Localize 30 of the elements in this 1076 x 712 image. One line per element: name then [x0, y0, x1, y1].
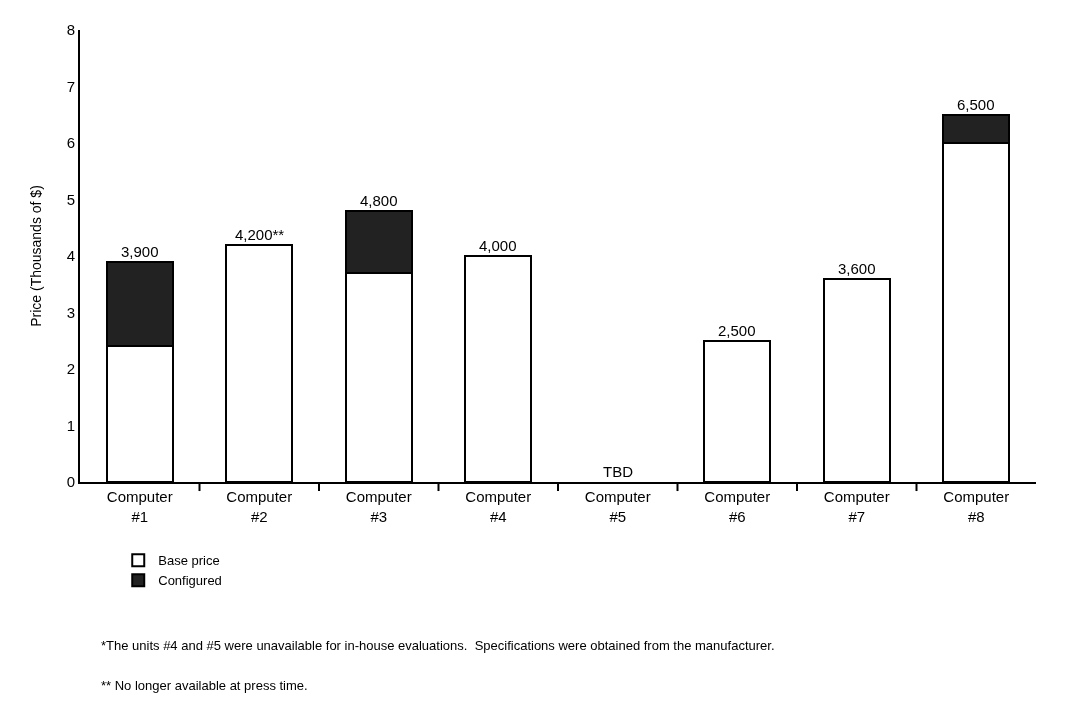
text: TBD — [603, 463, 633, 480]
y-tick-label: 8 — [66, 21, 75, 39]
total-label: 2,500 — [718, 322, 756, 339]
x-tick-label: Computer #5 — [584, 488, 651, 525]
legend-label: Base price — [158, 553, 220, 569]
x-tick-label: Computer #1 — [106, 488, 173, 525]
y-tick-label: 2 — [66, 360, 75, 378]
legend-label: Configured — [158, 573, 222, 589]
y-tick-label: 4 — [66, 247, 75, 265]
total-label: 4,000 — [479, 237, 517, 254]
y-tick-label: 0 — [66, 473, 75, 491]
x-tick-label: Computer #2 — [226, 488, 293, 525]
total-label: 3,900 — [121, 243, 159, 260]
total-label: 4,200** — [235, 226, 285, 243]
text: *The units #4 and #5 were unavailable for in-house evaluations. Specifications were obtained from the manufacturer. — [101, 638, 775, 653]
y-tick-label: 5 — [66, 190, 75, 208]
y-tick-label: 1 — [66, 416, 75, 434]
x-tick-label: Computer #6 — [704, 488, 771, 525]
total-label: 3,600 — [838, 260, 876, 277]
x-tick-label: Computer #8 — [943, 488, 1010, 525]
x-tick-label: Computer #4 — [465, 488, 532, 525]
y-tick-label: 6 — [66, 134, 75, 152]
y-tick-label: 7 — [66, 77, 75, 95]
total-label: 4,800 — [360, 192, 398, 209]
total-label: 6,500 — [957, 96, 995, 113]
y-tick-label: 3 — [66, 303, 75, 321]
y-axis-title: Price (Thousands of $) — [28, 185, 44, 327]
text: ** No longer available at press time. — [101, 678, 308, 693]
x-tick-label: Computer #7 — [823, 488, 890, 525]
x-tick-label: Computer #3 — [345, 488, 412, 525]
